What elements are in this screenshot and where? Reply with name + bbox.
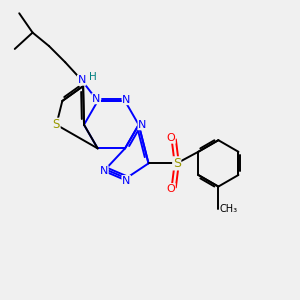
Text: CH₃: CH₃ (220, 204, 238, 214)
Text: O: O (167, 184, 175, 194)
Text: N: N (100, 166, 108, 176)
Text: S: S (173, 157, 181, 170)
Text: S: S (53, 118, 60, 131)
Text: N: N (92, 94, 100, 104)
Text: N: N (77, 75, 86, 85)
Text: N: N (122, 94, 131, 105)
Text: N: N (138, 120, 146, 130)
Text: N: N (122, 176, 130, 186)
Text: H: H (89, 72, 97, 82)
Text: O: O (167, 133, 175, 143)
